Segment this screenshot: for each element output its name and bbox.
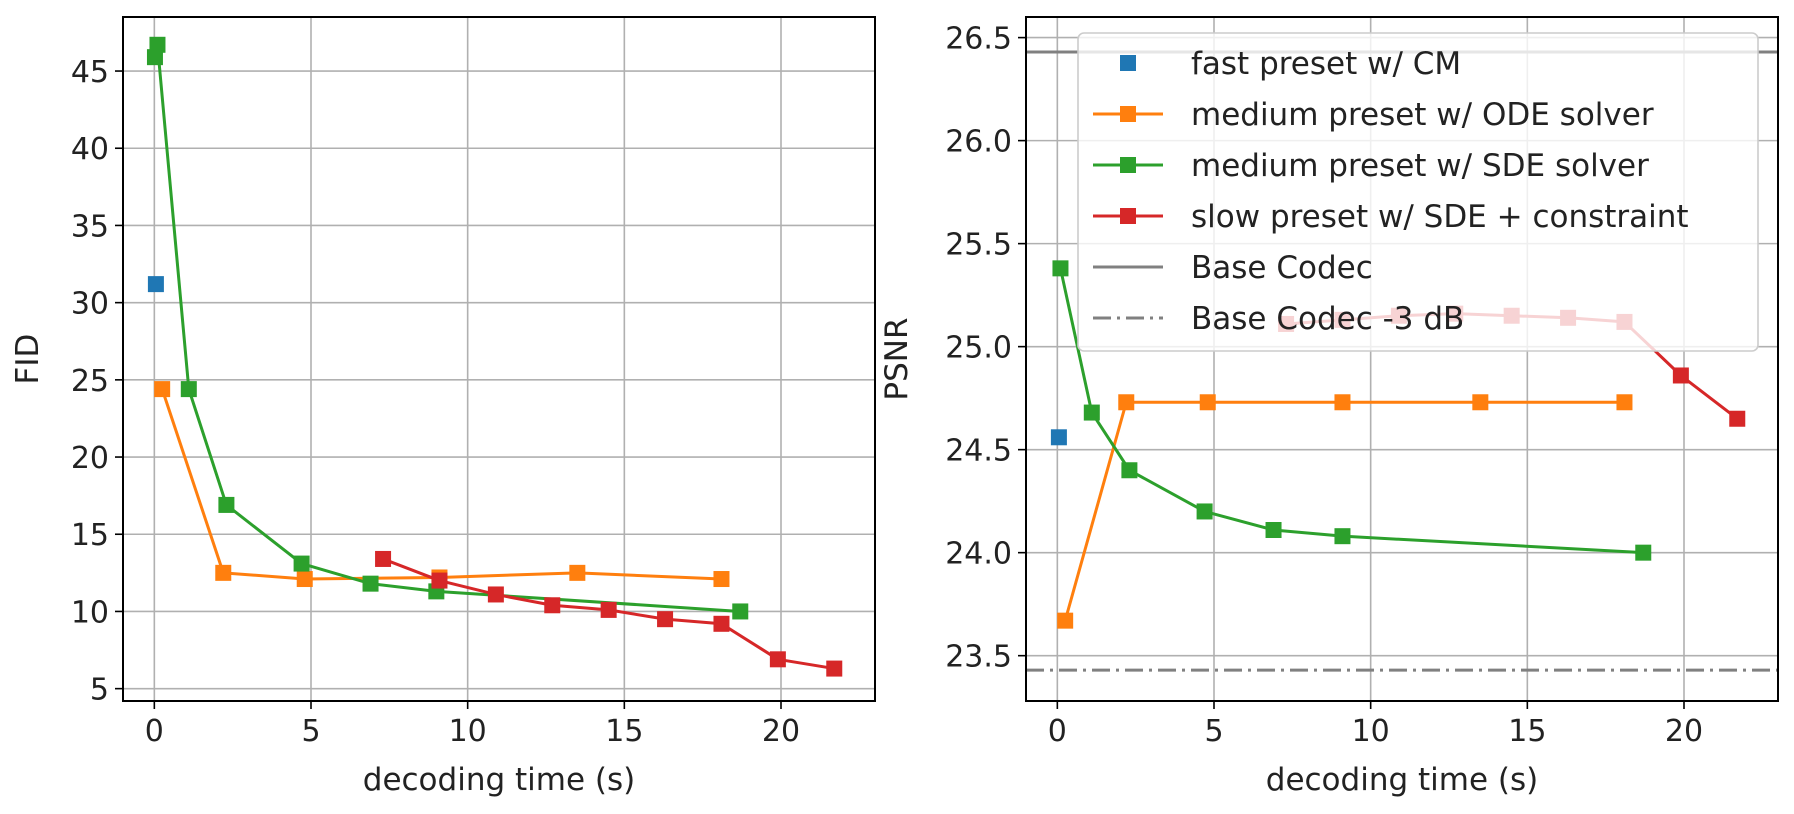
fid-data-point xyxy=(149,36,166,53)
legend-entry-label: slow preset w/ SDE + constraint xyxy=(1191,199,1689,235)
legend-entry-label: medium preset w/ SDE solver xyxy=(1191,148,1649,184)
fid-axes-frame xyxy=(122,16,876,702)
psnr-data-point xyxy=(1265,522,1282,538)
psnr-x-tick-label: 10 xyxy=(1352,714,1390,749)
psnr-data-point xyxy=(1050,429,1067,446)
psnr-data-point xyxy=(1118,394,1135,411)
legend-entry-label: Base Codec xyxy=(1191,250,1373,286)
psnr-data-point xyxy=(1196,503,1213,520)
fid-data-point xyxy=(732,603,749,620)
legend: fast preset w/ CM medium preset w/ ODE so… xyxy=(1077,32,1759,352)
fid-y-tick-label: 40 xyxy=(71,132,109,167)
fid-data-point xyxy=(657,611,674,628)
psnr-data-point xyxy=(1672,367,1689,384)
psnr-y-tick-label: 24.5 xyxy=(945,434,1012,469)
psnr-x-axis-label: decoding time (s) xyxy=(1266,762,1538,798)
fid-y-tick-label: 15 xyxy=(71,518,109,553)
fid-y-axis-label: FID xyxy=(10,334,46,385)
psnr-data-point xyxy=(1616,394,1633,411)
legend-marker-swatch xyxy=(1120,157,1136,173)
legend-marker-swatch xyxy=(1120,208,1136,224)
psnr-data-point xyxy=(1052,260,1069,277)
fid-data-point xyxy=(431,572,448,589)
psnr-x-tick-label: 0 xyxy=(1048,714,1067,749)
psnr-data-point xyxy=(1057,612,1074,629)
fid-x-tick-label: 20 xyxy=(762,714,800,749)
fid-data-point xyxy=(180,381,197,398)
legend-marker-swatch xyxy=(1120,55,1136,71)
fid-data-point xyxy=(826,660,843,677)
fid-y-tick-label: 20 xyxy=(71,441,109,476)
fid-data-point xyxy=(147,276,164,293)
legend-entry-label: medium preset w/ ODE solver xyxy=(1191,97,1654,133)
fid-data-point xyxy=(713,571,730,588)
fid-x-tick-label: 0 xyxy=(145,714,164,749)
fid-x-axis-label: decoding time (s) xyxy=(363,762,635,798)
fid-series-line xyxy=(160,388,722,581)
fid-data-point xyxy=(713,615,730,632)
fid-y-tick-label: 30 xyxy=(71,287,109,322)
fid-data-point xyxy=(375,550,392,567)
psnr-axes-frame xyxy=(1025,16,1779,702)
fid-data-point xyxy=(146,49,163,66)
fid-x-tick-label: 10 xyxy=(449,714,487,749)
psnr-data-point xyxy=(1199,394,1216,411)
psnr-series-line xyxy=(1063,400,1625,622)
fid-y-tick-label: 35 xyxy=(71,209,109,244)
psnr-data-point xyxy=(1334,528,1351,545)
fid-y-tick-label: 25 xyxy=(71,364,109,399)
legend-entry-label: fast preset w/ CM xyxy=(1191,46,1461,82)
fid-y-tick-label: 45 xyxy=(71,55,109,90)
fid-data-point xyxy=(293,555,310,572)
fid-data-point xyxy=(600,601,617,618)
fid-data-point xyxy=(769,651,786,668)
fid-x-tick-label: 5 xyxy=(301,714,320,749)
fid-data-point xyxy=(569,564,586,581)
psnr-y-tick-label: 24.0 xyxy=(945,537,1012,572)
fid-data-point xyxy=(487,586,504,603)
psnr-y-tick-label: 25.0 xyxy=(945,331,1012,366)
fid-data-point xyxy=(215,564,232,581)
legend-marker-swatch xyxy=(1120,106,1136,122)
psnr-data-point xyxy=(1635,544,1652,561)
psnr-y-tick-label: 25.5 xyxy=(945,228,1012,263)
psnr-x-tick-label: 5 xyxy=(1204,714,1223,749)
psnr-chart-panel: 0 5 10 15 20 23.5 24.0 24.5 25.0 25.5 26.0 26.5 deco… xyxy=(879,16,1779,798)
fid-data-point xyxy=(296,571,313,588)
psnr-data-point xyxy=(1083,404,1100,421)
psnr-y-axis-label: PSNR xyxy=(879,317,915,400)
fid-series-line xyxy=(153,43,741,613)
fid-data-point xyxy=(362,575,379,592)
fid-x-tick-label: 15 xyxy=(605,714,643,749)
legend-entry-label: Base Codec -3 dB xyxy=(1191,301,1464,337)
psnr-y-tick-label: 26.0 xyxy=(945,125,1012,160)
fid-y-tick-label: 10 xyxy=(71,595,109,630)
fid-data-point xyxy=(544,597,561,614)
fid-y-tick-label: 5 xyxy=(90,673,109,708)
psnr-y-tick-label: 26.5 xyxy=(945,22,1012,57)
psnr-data-point xyxy=(1334,394,1351,411)
fid-data-point xyxy=(218,496,235,513)
legend-box xyxy=(1077,32,1759,352)
psnr-data-point xyxy=(1472,394,1489,411)
psnr-data-point xyxy=(1729,410,1746,427)
fid-chart-panel: 0 5 10 15 20 5 10 15 20 25 30 35 40 45 decoding time (… xyxy=(10,16,876,798)
psnr-x-tick-label: 15 xyxy=(1508,714,1546,749)
psnr-y-tick-label: 23.5 xyxy=(945,640,1012,675)
psnr-data-point xyxy=(1121,462,1138,479)
fid-data-point xyxy=(154,381,171,398)
psnr-x-tick-label: 20 xyxy=(1665,714,1703,749)
